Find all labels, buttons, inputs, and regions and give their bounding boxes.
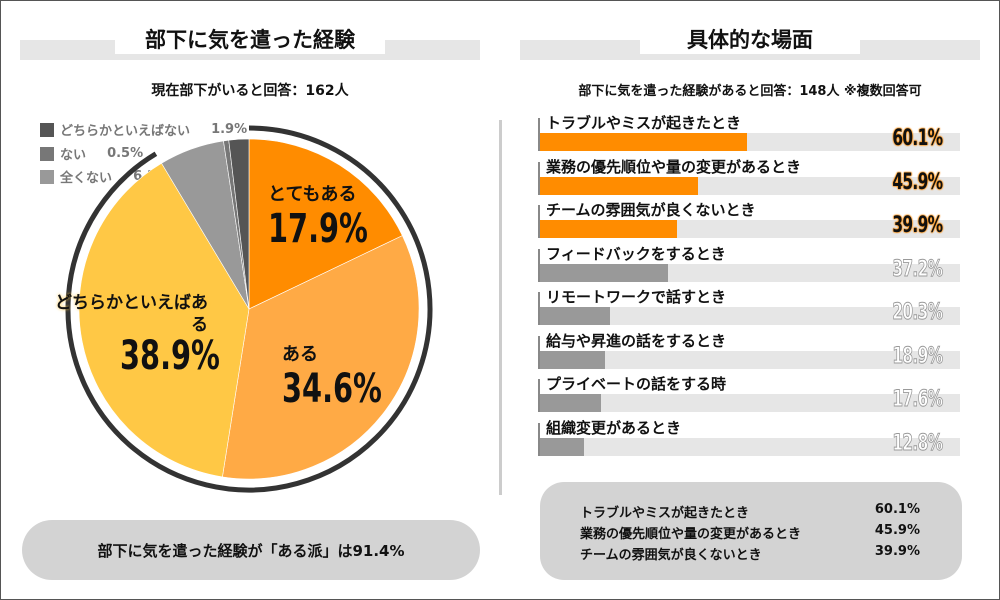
bar-row: リモートワークで話すとき 20.3% [538, 288, 962, 332]
bar-axis-line [538, 161, 540, 195]
bar-row: フィードバックをするとき 37.2% [538, 245, 962, 289]
summary-item: トラブルやミスが起きたとき 60.1% [580, 502, 920, 521]
summary-item: 業務の優先順位や量の変更があるとき 45.9% [580, 523, 920, 542]
bar-row: 給与や昇進の話をするとき 18.9% [538, 332, 962, 376]
bar-label: 組織変更があるとき [546, 418, 682, 437]
summary-value: 39.9% [874, 544, 920, 559]
slice-value: 34.6% [282, 366, 382, 412]
legend-label: どちらかといえばない [60, 124, 191, 139]
bar-value: 39.9% [892, 213, 943, 238]
bar-track [540, 350, 960, 369]
top3-summary: トラブルやミスが起きたとき 60.1% 業務の優先順位や量の変更があるとき 45.9… [540, 482, 962, 580]
bar-value: 60.1% [892, 126, 943, 151]
bar-axis-line [538, 118, 540, 151]
pie-slice [248, 138, 403, 310]
bar-track [540, 307, 960, 325]
bar-track [540, 394, 960, 412]
summary-value: 45.9% [874, 523, 920, 538]
slice-label: どちらかといえばある [55, 293, 208, 335]
legend-value: 0.5% [107, 146, 144, 161]
slice-label: とてもある [268, 184, 357, 205]
bar-axis-line [538, 205, 540, 238]
pie-label-somewhat: どちらかといえばある [48, 292, 208, 336]
highlight-ring [65, 125, 433, 493]
right-subtitle: 部下に気を遣った経験があると回答：148人 ※複数回答可 [578, 84, 922, 99]
left-summary: 部下に気を遣った経験が「ある派」は91.4% [22, 520, 480, 580]
legend-swatch [40, 122, 54, 137]
bar-axis-line [538, 422, 540, 456]
legend-swatch [40, 146, 54, 161]
bar-track [540, 437, 960, 456]
pie-value-somewhat: 38.9% [120, 333, 259, 379]
bar-row: チームの雰囲気が良くないとき 39.9% [538, 201, 962, 245]
bar-value: 18.9% [892, 343, 943, 369]
bar [540, 220, 678, 238]
bar [540, 437, 585, 456]
legend-item: ない 0.5% [40, 144, 143, 163]
bar [540, 307, 610, 325]
divider [499, 120, 502, 495]
bar-value: 12.8% [892, 430, 943, 456]
bar-label: トラブルやミスが起きたとき [546, 114, 742, 132]
bar-value: 17.6% [892, 387, 943, 413]
legend-label: ない [60, 148, 87, 163]
bar [540, 394, 601, 412]
summary-value: 60.1% [874, 502, 920, 517]
summary-label: 業務の優先順位や量の変更があるとき [580, 527, 802, 542]
summary-item: チームの雰囲気が良くないとき 39.9% [580, 544, 920, 563]
bar-row: 業務の優先順位や量の変更があるとき 45.9% [538, 158, 962, 202]
legend-value: 1.9% [211, 122, 248, 137]
summary-label: トラブルやミスが起きたとき [580, 506, 750, 521]
bar-axis-line [538, 292, 540, 325]
bar-axis-line [538, 248, 540, 282]
legend-swatch [40, 169, 54, 184]
legend-item: どちらかといえばない 1.9% [40, 120, 247, 139]
summary-label: チームの雰囲気が良くないとき [580, 548, 762, 563]
bar-axis-line [538, 335, 540, 369]
bar [540, 133, 747, 151]
bar-label: プライベートの話をする時 [546, 375, 727, 393]
pie-chart [65, 125, 433, 493]
bar-label: チームの雰囲気が良くないとき [546, 201, 756, 219]
bar-label: フィードバックをするとき [546, 244, 726, 263]
left-subtitle: 現在部下がいると回答：162人 [151, 83, 349, 99]
pie-slice [228, 138, 250, 310]
bar-value: 37.2% [892, 256, 943, 282]
bar-row: プライベートの話をする時 17.6% [538, 375, 962, 419]
right-title: 具体的な場面 [640, 24, 860, 54]
pie-slice [78, 162, 250, 478]
bar-label: 給与や昇進の話をするとき [546, 331, 727, 350]
bar [540, 350, 606, 369]
bar-value: 20.3% [892, 300, 943, 326]
bar-label: リモートワークで話すとき [546, 288, 727, 306]
slice-label: ある [282, 344, 318, 365]
pie-label-very: とてもある 17.9% [268, 180, 407, 252]
pie-slice [222, 235, 420, 480]
left-title: 部下に気を遣った経験 [115, 24, 385, 54]
legend-label: 全くない [60, 171, 113, 186]
bar [540, 263, 668, 282]
bar [540, 176, 698, 195]
slice-value: 17.9% [268, 206, 368, 252]
bar-row: トラブルやミスが起きたとき 60.1% [538, 114, 962, 158]
bar-axis-line [538, 379, 540, 412]
slice-value: 38.9% [120, 333, 220, 379]
pie-label-yes: ある 34.6% [282, 340, 421, 412]
bar-value: 45.9% [892, 169, 943, 195]
bar-row: 組織変更があるとき 12.8% [538, 419, 962, 463]
bar-label: 業務の優先順位や量の変更があるとき [546, 157, 802, 176]
